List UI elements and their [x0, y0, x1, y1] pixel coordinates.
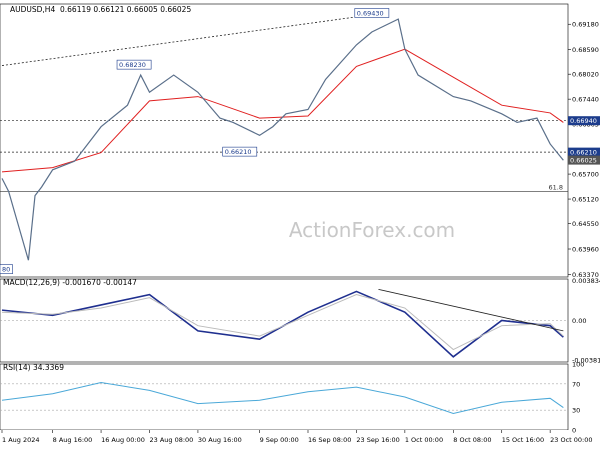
ma-line — [1, 48, 564, 173]
level-badge-label: 0.66210 — [570, 149, 597, 157]
x-tick-label: 1 Oct 00:00 — [405, 436, 443, 444]
header-ohlc: 0.66119 0.66121 0.66005 0.66025 — [60, 5, 191, 14]
rsi-tick-label: 0 — [572, 427, 576, 435]
price-tick-label: 0.63370 — [572, 271, 599, 279]
x-tick-label: 15 Oct 16:00 — [502, 436, 544, 444]
x-tick-label: 9 Sep 00:00 — [260, 436, 299, 444]
point-label-box — [0, 264, 13, 274]
signal-line — [1, 294, 564, 351]
level-badge-label: 0.66025 — [570, 157, 597, 165]
rsi-title: RSI(14) 34.3369 — [3, 363, 64, 372]
level-badge — [568, 116, 600, 126]
x-tick-label: 1 Aug 2024 — [2, 436, 40, 444]
x-tick-label: 16 Aug 00:00 — [101, 436, 145, 444]
point-label: 0.68230 — [119, 61, 146, 69]
level-badge — [568, 155, 600, 165]
macd-panel-frame — [0, 278, 569, 363]
x-tick-label: 16 Sep 08:00 — [308, 436, 351, 444]
rsi-tick-label: 30 — [572, 407, 580, 415]
watermark: ActionForex.com — [289, 218, 455, 242]
price-tick-label: 0.68590 — [572, 46, 599, 54]
x-axis-strip — [0, 430, 600, 450]
x-tick-label: 8 Aug 16:00 — [53, 436, 93, 444]
price-line — [1, 18, 564, 261]
header-symbol: AUDUSD,H4 — [10, 5, 55, 14]
macd-line — [1, 290, 564, 358]
grid-layer: 0.691800.685900.680200.674400.668630.657… — [0, 3, 600, 450]
x-tick-label: 8 Oct 08:00 — [453, 436, 491, 444]
rsi-line — [1, 381, 564, 415]
macd-tick-label: 0.00 — [572, 317, 586, 325]
point-label: 0.66210 — [225, 148, 252, 156]
macd-title: MACD(12,26,9) -0.001670 -0.00147 — [3, 278, 137, 287]
price-panel-frame — [0, 3, 569, 278]
level-badge-label: 0.66940 — [570, 117, 597, 125]
price-tick-label: 0.65120 — [572, 196, 599, 204]
price-tick-label: 0.69180 — [572, 21, 599, 29]
point-label: 80 — [2, 266, 10, 274]
series-layer — [0, 14, 568, 415]
price-tick-label: 0.63960 — [572, 246, 599, 254]
level-badge — [568, 147, 600, 157]
price-tick-label: 0.67440 — [572, 96, 599, 104]
point-label-box — [116, 59, 152, 70]
x-tick-label: 23 Aug 08:00 — [149, 436, 193, 444]
labels-layer: 61.80.669400.662100.660250.682300.662100… — [0, 8, 600, 274]
price-tick-label: 0.65700 — [572, 171, 599, 179]
x-tick-label: 23 Sep 16:00 — [356, 436, 399, 444]
x-tick-label: 30 Aug 16:00 — [198, 436, 242, 444]
fib-line-label: 61.8 — [549, 183, 563, 191]
rsi-tick-label: 100 — [572, 361, 584, 369]
macd-tick-label: 0.003834 — [572, 277, 600, 285]
macd-trendline — [378, 288, 564, 332]
rsi-tick-label: 70 — [572, 380, 580, 388]
x-tick-label: 23 Oct 00:00 — [550, 436, 592, 444]
point-label-box — [354, 8, 390, 18]
price-tick-label: 0.68020 — [572, 71, 599, 79]
point-label-box — [222, 146, 258, 157]
point-label: 0.69430 — [357, 9, 384, 17]
price-tick-label: 0.64550 — [572, 220, 599, 228]
